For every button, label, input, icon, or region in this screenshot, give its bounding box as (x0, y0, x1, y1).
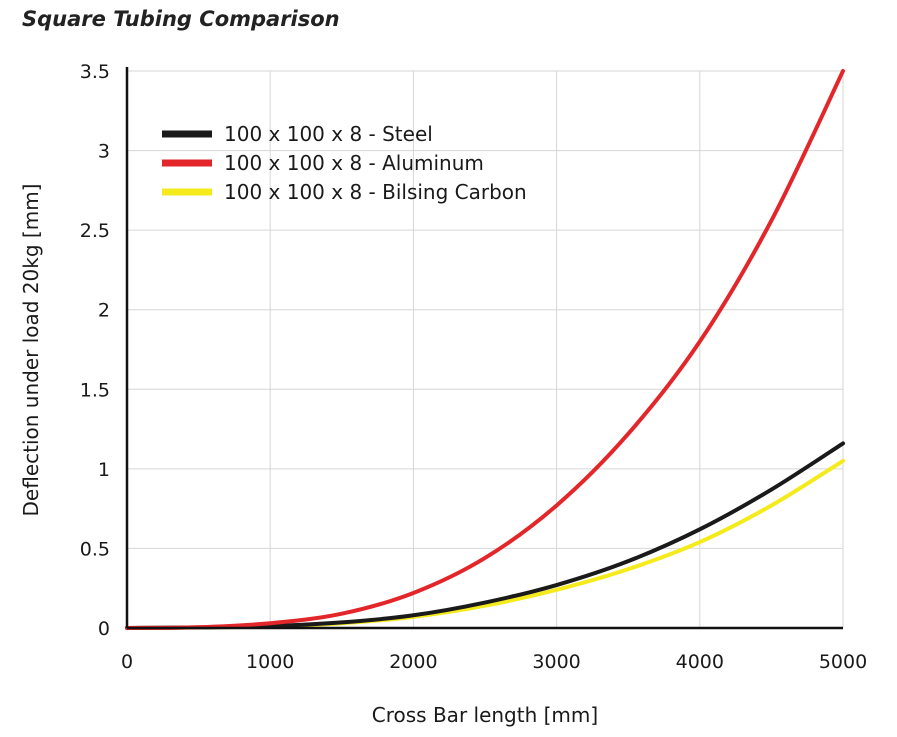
y-axis-label: Deflection under load 20kg [mm] (19, 184, 43, 517)
axes (125, 67, 843, 630)
y-tick-labels: 0 0.5 1 1.5 2 2.5 3 3.5 (80, 61, 110, 640)
y-tick-label: 2.5 (80, 220, 110, 242)
y-tick-label: 0 (98, 618, 110, 640)
x-tick-label: 0 (121, 651, 133, 673)
legend-label-steel: 100 x 100 x 8 - Steel (224, 122, 433, 146)
y-tick-label: 3.5 (80, 61, 110, 83)
x-tick-label: 3000 (532, 651, 580, 673)
x-tick-label: 5000 (819, 651, 867, 673)
y-tick-label: 3 (98, 141, 110, 163)
legend-label-aluminum: 100 x 100 x 8 - Aluminum (224, 151, 484, 175)
series-line-steel (125, 441, 845, 630)
y-tick-label: 0.5 (80, 538, 110, 560)
chart-title: Square Tubing Comparison (22, 7, 340, 31)
legend-label-carbon: 100 x 100 x 8 - Bilsing Carbon (224, 180, 527, 204)
series-line-aluminum (125, 69, 845, 630)
y-tick-label: 2 (98, 300, 110, 322)
x-tick-label: 4000 (676, 651, 724, 673)
y-tick-label: 1 (98, 459, 110, 481)
x-tick-label: 1000 (246, 651, 294, 673)
x-tick-label: 2000 (389, 651, 437, 673)
x-tick-labels: 0 1000 2000 3000 4000 5000 (121, 651, 867, 673)
legend: 100 x 100 x 8 - Steel 100 x 100 x 8 - Alu… (162, 122, 527, 204)
grid (127, 70, 844, 628)
y-tick-label: 1.5 (80, 379, 110, 401)
x-axis-label: Cross Bar length [mm] (372, 703, 598, 727)
